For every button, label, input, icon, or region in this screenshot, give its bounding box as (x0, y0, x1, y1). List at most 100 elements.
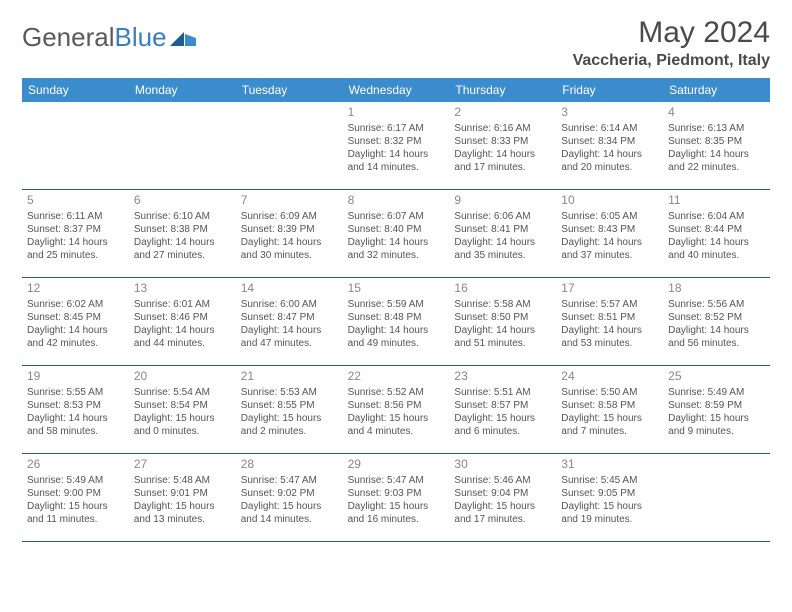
sunrise-line: Sunrise: 6:05 AM (561, 210, 658, 223)
calendar-cell: 17Sunrise: 5:57 AMSunset: 8:51 PMDayligh… (556, 278, 663, 366)
daylight-line: Daylight: 15 hours and 13 minutes. (134, 500, 231, 526)
sunset-line: Sunset: 8:48 PM (348, 311, 445, 324)
calendar-cell: 22Sunrise: 5:52 AMSunset: 8:56 PMDayligh… (343, 366, 450, 454)
weekday-header: Monday (129, 78, 236, 102)
sunset-line: Sunset: 9:00 PM (27, 487, 124, 500)
calendar-cell-empty (129, 102, 236, 190)
brand-logo: GeneralBlue (22, 16, 196, 53)
calendar-cell: 15Sunrise: 5:59 AMSunset: 8:48 PMDayligh… (343, 278, 450, 366)
calendar-cell: 14Sunrise: 6:00 AMSunset: 8:47 PMDayligh… (236, 278, 343, 366)
day-number: 24 (561, 369, 658, 385)
calendar-cell: 23Sunrise: 5:51 AMSunset: 8:57 PMDayligh… (449, 366, 556, 454)
location: Vaccheria, Piedmont, Italy (573, 52, 770, 70)
sunset-line: Sunset: 9:04 PM (454, 487, 551, 500)
weekday-header: Saturday (663, 78, 770, 102)
day-number: 20 (134, 369, 231, 385)
sunrise-line: Sunrise: 6:09 AM (241, 210, 338, 223)
calendar-cell: 27Sunrise: 5:48 AMSunset: 9:01 PMDayligh… (129, 454, 236, 542)
day-number: 3 (561, 105, 658, 121)
title-block: May 2024 Vaccheria, Piedmont, Italy (573, 16, 770, 70)
sunset-line: Sunset: 8:46 PM (134, 311, 231, 324)
weekday-header: Sunday (22, 78, 129, 102)
calendar-cell: 4Sunrise: 6:13 AMSunset: 8:35 PMDaylight… (663, 102, 770, 190)
sunset-line: Sunset: 8:51 PM (561, 311, 658, 324)
calendar-cell: 8Sunrise: 6:07 AMSunset: 8:40 PMDaylight… (343, 190, 450, 278)
day-number: 25 (668, 369, 765, 385)
day-number: 26 (27, 457, 124, 473)
sunrise-line: Sunrise: 6:14 AM (561, 122, 658, 135)
day-number: 10 (561, 193, 658, 209)
sunset-line: Sunset: 8:40 PM (348, 223, 445, 236)
sunset-line: Sunset: 8:54 PM (134, 399, 231, 412)
sunrise-line: Sunrise: 6:04 AM (668, 210, 765, 223)
day-number: 1 (348, 105, 445, 121)
daylight-line: Daylight: 15 hours and 2 minutes. (241, 412, 338, 438)
daylight-line: Daylight: 14 hours and 14 minutes. (348, 148, 445, 174)
sunrise-line: Sunrise: 5:55 AM (27, 386, 124, 399)
sunrise-line: Sunrise: 5:46 AM (454, 474, 551, 487)
daylight-line: Daylight: 14 hours and 30 minutes. (241, 236, 338, 262)
day-number: 4 (668, 105, 765, 121)
sunset-line: Sunset: 8:33 PM (454, 135, 551, 148)
calendar-cell: 16Sunrise: 5:58 AMSunset: 8:50 PMDayligh… (449, 278, 556, 366)
calendar-cell: 19Sunrise: 5:55 AMSunset: 8:53 PMDayligh… (22, 366, 129, 454)
sunset-line: Sunset: 8:45 PM (27, 311, 124, 324)
sunrise-line: Sunrise: 6:17 AM (348, 122, 445, 135)
sunrise-line: Sunrise: 5:49 AM (27, 474, 124, 487)
daylight-line: Daylight: 14 hours and 56 minutes. (668, 324, 765, 350)
sunset-line: Sunset: 8:38 PM (134, 223, 231, 236)
calendar-cell: 31Sunrise: 5:45 AMSunset: 9:05 PMDayligh… (556, 454, 663, 542)
sunrise-line: Sunrise: 5:57 AM (561, 298, 658, 311)
daylight-line: Daylight: 14 hours and 20 minutes. (561, 148, 658, 174)
calendar-cell: 28Sunrise: 5:47 AMSunset: 9:02 PMDayligh… (236, 454, 343, 542)
calendar-cell: 7Sunrise: 6:09 AMSunset: 8:39 PMDaylight… (236, 190, 343, 278)
day-number: 9 (454, 193, 551, 209)
day-number: 16 (454, 281, 551, 297)
weekday-header: Tuesday (236, 78, 343, 102)
daylight-line: Daylight: 15 hours and 16 minutes. (348, 500, 445, 526)
sunrise-line: Sunrise: 6:13 AM (668, 122, 765, 135)
daylight-line: Daylight: 14 hours and 51 minutes. (454, 324, 551, 350)
sunset-line: Sunset: 8:56 PM (348, 399, 445, 412)
daylight-line: Daylight: 15 hours and 4 minutes. (348, 412, 445, 438)
sunrise-line: Sunrise: 6:01 AM (134, 298, 231, 311)
header: GeneralBlue May 2024 Vaccheria, Piedmont… (22, 16, 770, 70)
calendar-grid: SundayMondayTuesdayWednesdayThursdayFrid… (22, 78, 770, 542)
calendar-cell: 30Sunrise: 5:46 AMSunset: 9:04 PMDayligh… (449, 454, 556, 542)
calendar-cell: 9Sunrise: 6:06 AMSunset: 8:41 PMDaylight… (449, 190, 556, 278)
daylight-line: Daylight: 15 hours and 14 minutes. (241, 500, 338, 526)
sunrise-line: Sunrise: 5:54 AM (134, 386, 231, 399)
calendar-cell: 25Sunrise: 5:49 AMSunset: 8:59 PMDayligh… (663, 366, 770, 454)
sunset-line: Sunset: 8:34 PM (561, 135, 658, 148)
day-number: 6 (134, 193, 231, 209)
sunset-line: Sunset: 9:01 PM (134, 487, 231, 500)
day-number: 17 (561, 281, 658, 297)
day-number: 11 (668, 193, 765, 209)
day-number: 29 (348, 457, 445, 473)
weekday-header: Wednesday (343, 78, 450, 102)
day-number: 28 (241, 457, 338, 473)
sunrise-line: Sunrise: 5:49 AM (668, 386, 765, 399)
sunrise-line: Sunrise: 5:52 AM (348, 386, 445, 399)
sunrise-line: Sunrise: 5:50 AM (561, 386, 658, 399)
daylight-line: Daylight: 14 hours and 37 minutes. (561, 236, 658, 262)
sunrise-line: Sunrise: 5:51 AM (454, 386, 551, 399)
calendar-cell: 3Sunrise: 6:14 AMSunset: 8:34 PMDaylight… (556, 102, 663, 190)
sunset-line: Sunset: 8:55 PM (241, 399, 338, 412)
sunset-line: Sunset: 8:44 PM (668, 223, 765, 236)
day-number: 30 (454, 457, 551, 473)
calendar-cell: 26Sunrise: 5:49 AMSunset: 9:00 PMDayligh… (22, 454, 129, 542)
sunrise-line: Sunrise: 5:53 AM (241, 386, 338, 399)
sunset-line: Sunset: 9:02 PM (241, 487, 338, 500)
sunset-line: Sunset: 8:59 PM (668, 399, 765, 412)
daylight-line: Daylight: 15 hours and 0 minutes. (134, 412, 231, 438)
daylight-line: Daylight: 14 hours and 40 minutes. (668, 236, 765, 262)
brand-part1: General (22, 22, 115, 53)
daylight-line: Daylight: 14 hours and 47 minutes. (241, 324, 338, 350)
daylight-line: Daylight: 15 hours and 19 minutes. (561, 500, 658, 526)
sunset-line: Sunset: 8:39 PM (241, 223, 338, 236)
sunset-line: Sunset: 8:43 PM (561, 223, 658, 236)
calendar-cell: 1Sunrise: 6:17 AMSunset: 8:32 PMDaylight… (343, 102, 450, 190)
sunset-line: Sunset: 8:58 PM (561, 399, 658, 412)
daylight-line: Daylight: 14 hours and 49 minutes. (348, 324, 445, 350)
